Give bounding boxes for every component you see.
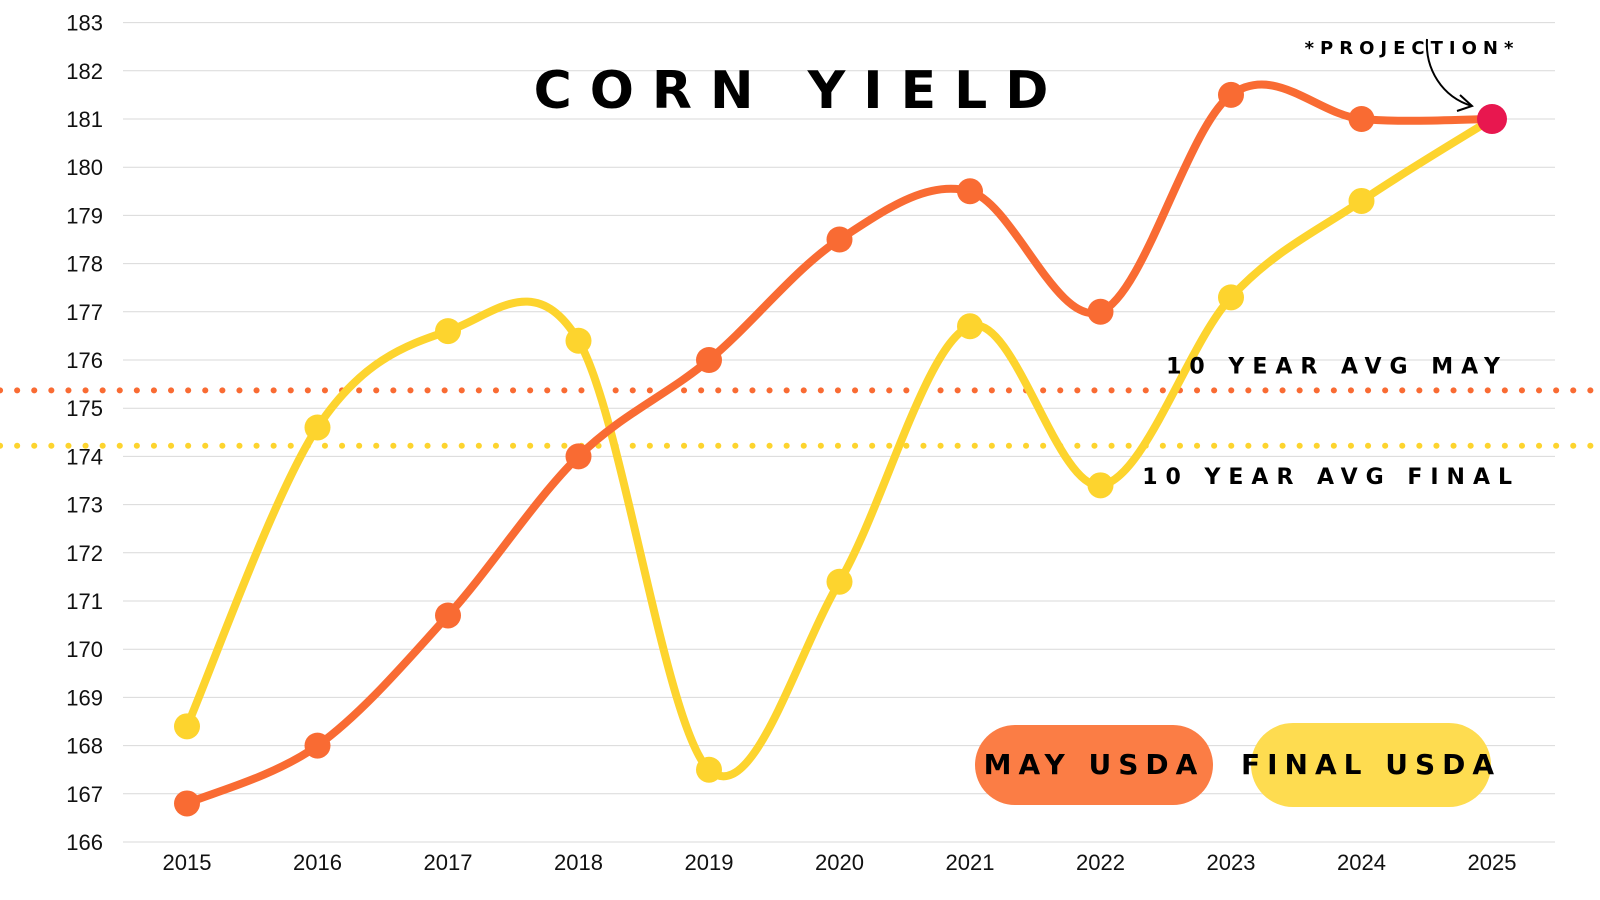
data-point-may-usda-2022 — [1087, 298, 1114, 325]
ref-label-avg-may: 10 YEAR AVG MAY — [1166, 354, 1508, 379]
x-tick-label-2021: 2021 — [946, 850, 995, 875]
y-tick-label-168: 168 — [66, 734, 103, 759]
data-point-may-usda-2019 — [696, 347, 722, 373]
projection-marker — [1477, 104, 1507, 134]
y-tick-label-170: 170 — [66, 637, 103, 662]
y-tick-label-176: 176 — [66, 348, 103, 373]
y-tick-label-181: 181 — [66, 107, 103, 132]
y-tick-label-175: 175 — [66, 396, 103, 421]
data-point-final-usda-2019 — [696, 756, 722, 783]
reference-lines — [0, 387, 1600, 449]
legend-may-usda-pill — [975, 725, 1213, 805]
data-point-may-usda-2015 — [174, 790, 200, 817]
legend-final-usda-label: FINAL USDA — [1241, 748, 1501, 781]
y-tick-label-179: 179 — [66, 203, 103, 228]
legend-may-usda-label: MAY USDA — [984, 748, 1205, 781]
data-point-final-usda-2023 — [1218, 284, 1244, 311]
data-point-final-usda-2021 — [957, 313, 983, 340]
x-tick-label-2023: 2023 — [1207, 850, 1256, 875]
data-point-final-usda-2018 — [565, 327, 592, 354]
y-tick-label-183: 183 — [66, 11, 103, 36]
y-tick-label-169: 169 — [66, 685, 103, 710]
x-tick-label-2017: 2017 — [424, 850, 473, 875]
data-point-may-usda-2016 — [304, 732, 331, 759]
y-tick-label-177: 177 — [66, 300, 103, 325]
data-point-final-usda-2020 — [826, 568, 853, 595]
x-tick-label-2020: 2020 — [815, 850, 864, 875]
x-tick-label-2022: 2022 — [1076, 850, 1125, 875]
data-point-may-usda-2024 — [1348, 106, 1375, 132]
x-tick-label-2018: 2018 — [554, 850, 603, 875]
ref-label-avg-final: 10 YEAR AVG FINAL — [1142, 465, 1520, 490]
grid-lines — [123, 22, 1555, 843]
data-point-final-usda-2015 — [174, 713, 200, 740]
y-tick-label-180: 180 — [66, 155, 103, 180]
data-point-final-usda-2017 — [435, 318, 461, 345]
legend: MAY USDA FINAL USDA — [975, 723, 1501, 807]
x-tick-label-2019: 2019 — [685, 850, 734, 875]
y-tick-label-178: 178 — [66, 252, 103, 277]
x-tick-label-2024: 2024 — [1337, 850, 1386, 875]
chart-title: CORN YIELD — [534, 61, 1067, 121]
series-points — [174, 81, 1507, 817]
x-tick-label-2016: 2016 — [293, 850, 342, 875]
y-tick-label-171: 171 — [66, 589, 103, 614]
data-point-may-usda-2017 — [435, 602, 461, 629]
data-point-may-usda-2020 — [826, 226, 853, 253]
y-tick-label-172: 172 — [66, 541, 103, 566]
x-axis-ticks: 2015 2016 2017 2018 2019 2020 2021 2022 2023 2024… — [163, 850, 1517, 875]
x-tick-label-2015: 2015 — [163, 850, 212, 875]
data-point-final-usda-2024 — [1348, 187, 1375, 214]
data-point-final-usda-2022 — [1087, 472, 1114, 499]
data-point-may-usda-2018 — [565, 443, 592, 470]
y-tick-label-173: 173 — [66, 493, 103, 518]
y-tick-label-182: 182 — [66, 59, 103, 84]
y-tick-label-167: 167 — [66, 782, 103, 807]
projection-arrow-icon — [1425, 38, 1473, 107]
y-tick-label-166: 166 — [66, 830, 103, 855]
data-point-final-usda-2016 — [304, 414, 331, 441]
x-tick-label-2025: 2025 — [1468, 850, 1517, 875]
data-point-may-usda-2023 — [1218, 81, 1244, 108]
y-axis-ticks: 1661671681691701711721731741751761771781… — [66, 11, 103, 855]
legend-final-usda-pill — [1251, 723, 1491, 807]
projection-annotation: *PROJECTION* — [1305, 38, 1520, 59]
projection-arrowhead-icon — [1456, 94, 1474, 112]
data-point-may-usda-2021 — [957, 178, 983, 205]
